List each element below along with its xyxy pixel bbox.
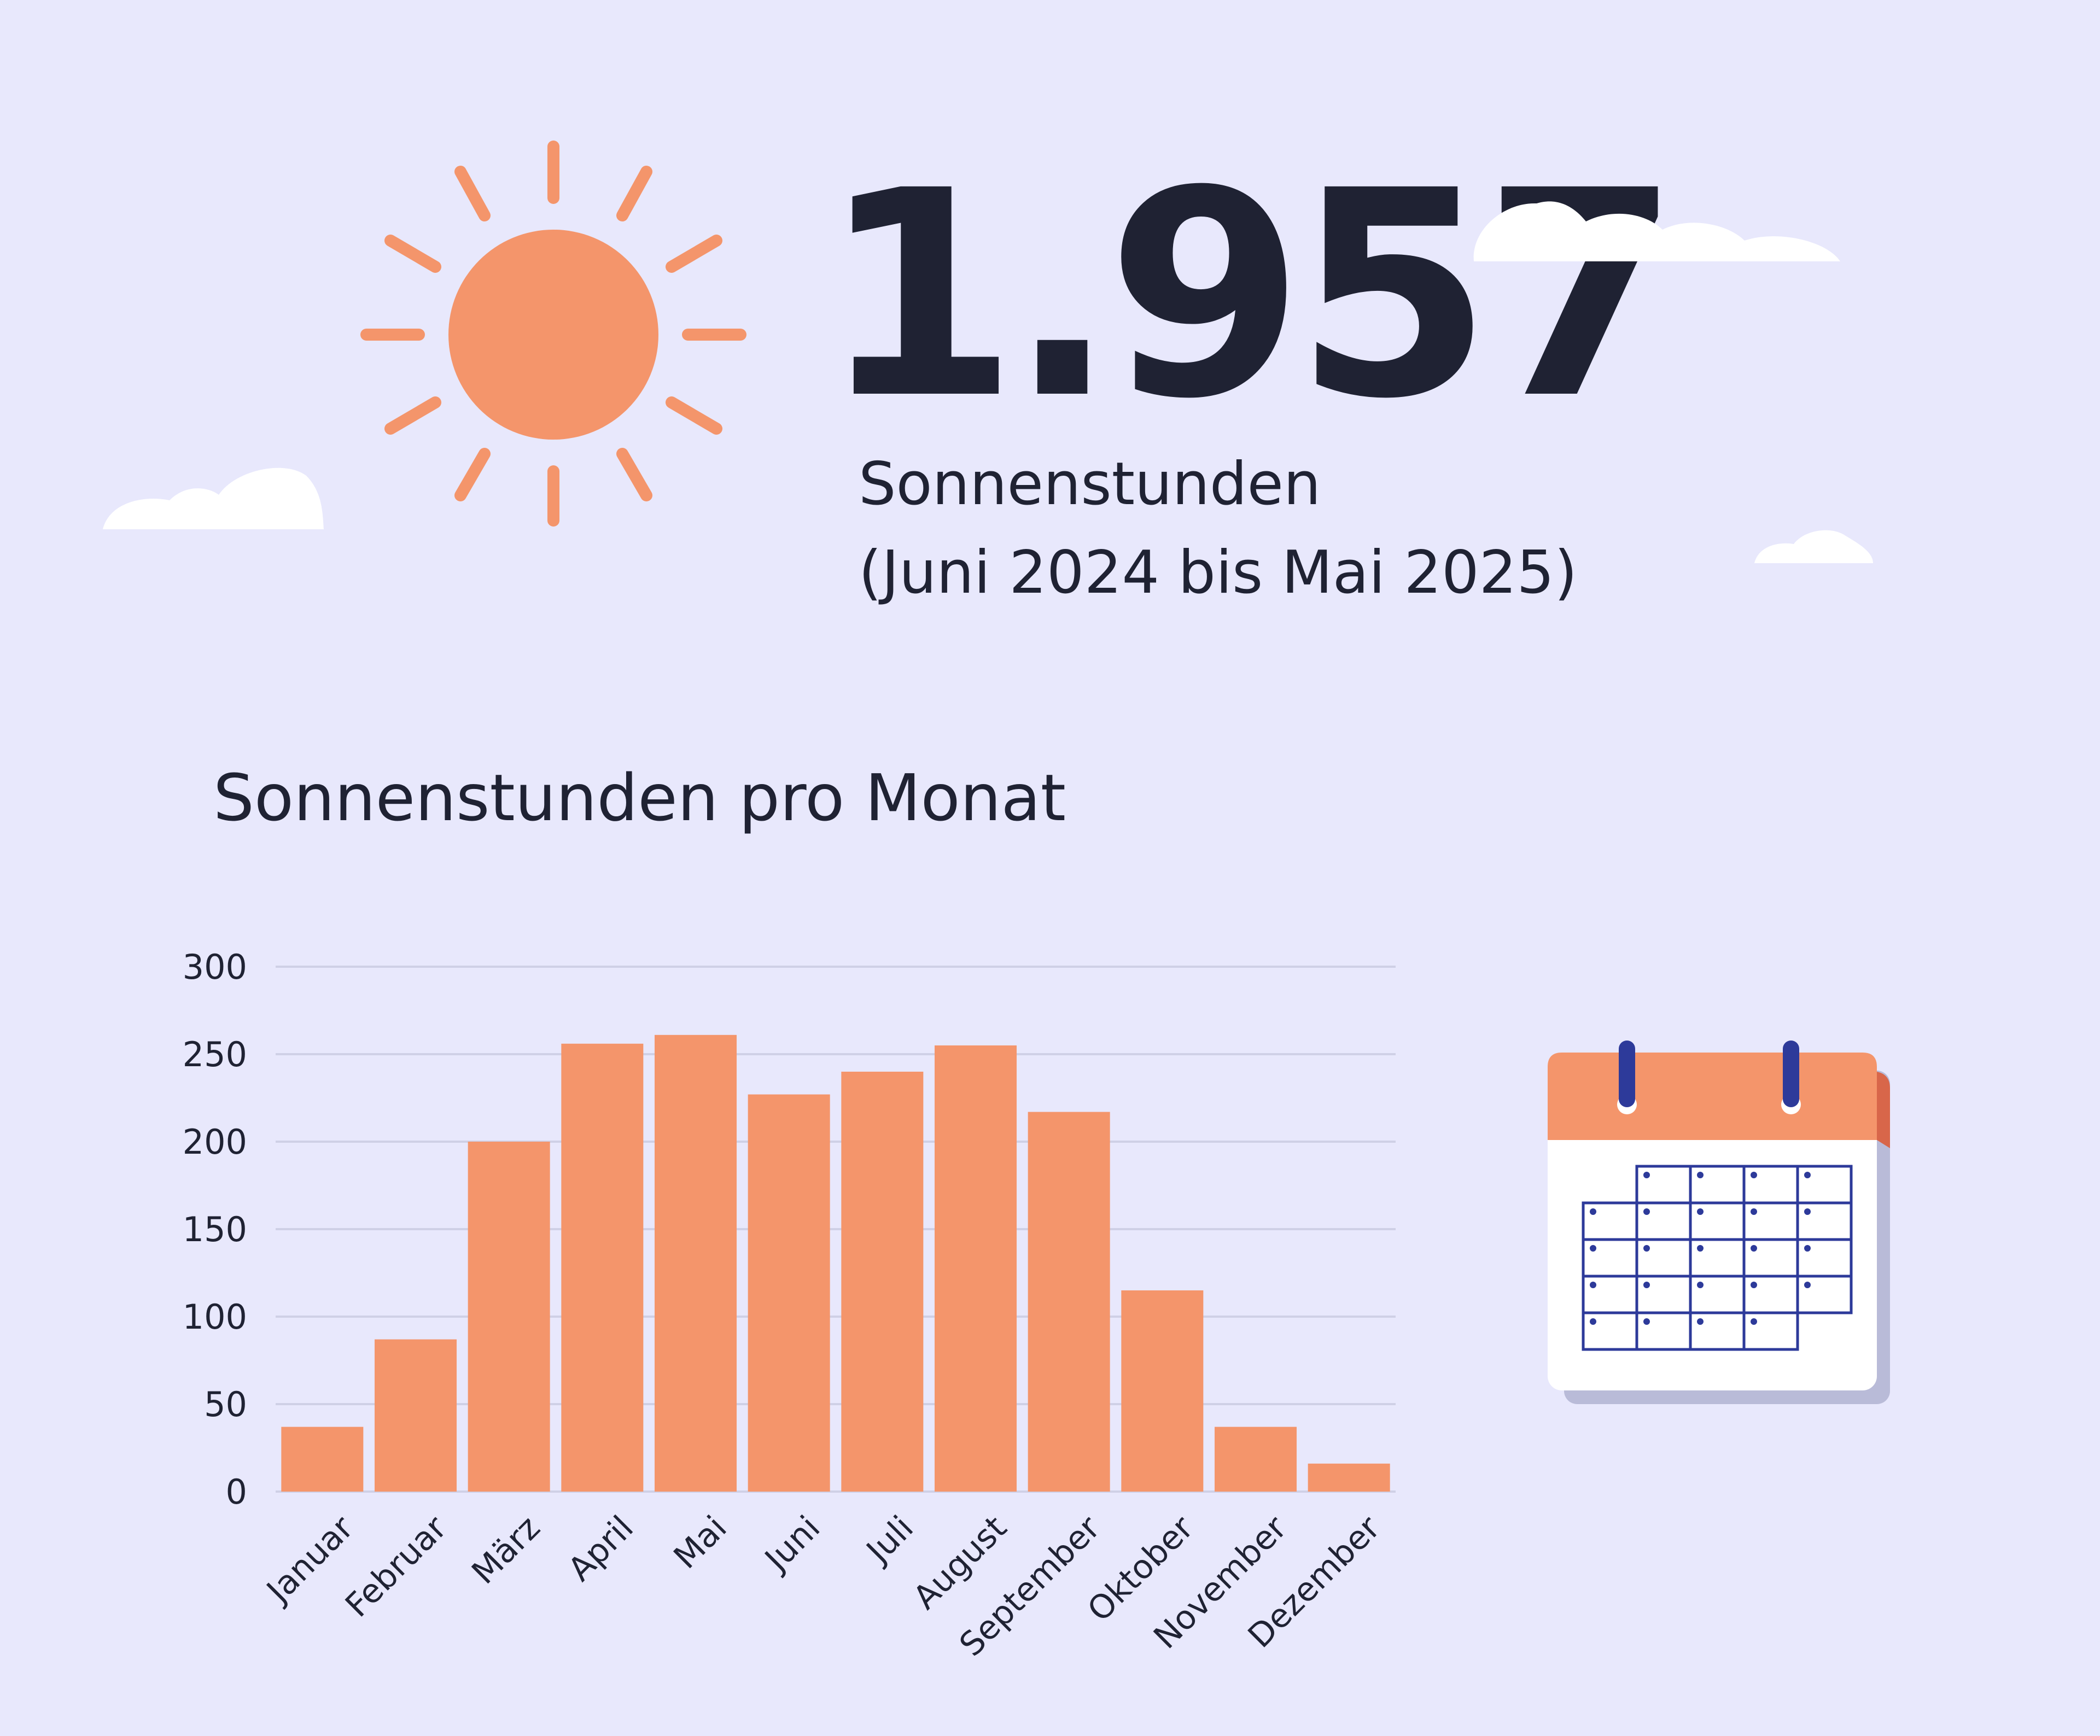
y-tick-label: 100 — [183, 1297, 247, 1337]
bar — [1215, 1427, 1297, 1492]
calendar-day-dot — [1751, 1172, 1757, 1178]
y-tick-label: 250 — [183, 1034, 247, 1074]
calendar-day-dot — [1643, 1245, 1650, 1252]
cloud-icon — [1473, 201, 1840, 261]
calendar-day-dot — [1804, 1208, 1811, 1215]
calendar-day-dot — [1697, 1282, 1704, 1288]
y-tick-label: 0 — [226, 1472, 247, 1512]
bars — [281, 1034, 1390, 1492]
headline-label: Sonnenstunden (Juni 2024 bis Mai 2025) — [859, 440, 1577, 617]
headline-label-line2: (Juni 2024 bis Mai 2025) — [859, 539, 1578, 607]
x-tick-label: April — [561, 1509, 640, 1588]
calendar-day-dot — [1804, 1245, 1811, 1252]
x-tick-label: Mai — [667, 1509, 734, 1576]
calendar-day-dot — [1697, 1318, 1704, 1325]
bar — [1308, 1463, 1390, 1492]
calendar-icon — [1548, 1041, 1890, 1404]
calendar-day-dot — [1643, 1282, 1650, 1288]
calendar-day-dot — [1751, 1318, 1757, 1325]
headline-value: 1.957 — [820, 130, 1681, 461]
y-tick-label: 300 — [183, 947, 247, 987]
y-axis-ticks: 0 50 100 150 200 250 300 — [183, 947, 247, 1512]
calendar-day-dot — [1590, 1282, 1596, 1288]
grid-lines — [276, 966, 1396, 1493]
calendar-day-dot — [1590, 1208, 1596, 1215]
cloud-icon — [1754, 530, 1873, 563]
y-tick-label: 50 — [204, 1384, 247, 1424]
x-tick-label: Februar — [338, 1509, 454, 1625]
calendar-day-dot — [1697, 1208, 1704, 1215]
bar — [561, 1043, 644, 1492]
chart-title: Sonnenstunden pro Monat — [213, 760, 1066, 835]
bar — [281, 1427, 364, 1492]
x-tick-label: März — [464, 1509, 547, 1592]
calendar-day-dot — [1697, 1172, 1704, 1178]
calendar-day-cell — [1796, 1275, 1853, 1314]
calendar-day-dot — [1643, 1318, 1650, 1325]
calendar-day-dot — [1590, 1318, 1596, 1325]
bar — [468, 1142, 550, 1492]
y-tick-label: 150 — [183, 1209, 247, 1249]
calendar-day-dot — [1590, 1245, 1596, 1252]
x-tick-label: Juni — [756, 1509, 827, 1580]
calendar-day-dot — [1751, 1208, 1757, 1215]
calendar-day-dot — [1751, 1282, 1757, 1288]
calendar-day-cell — [1742, 1311, 1799, 1351]
bar — [1121, 1290, 1204, 1492]
calendar-day-dot — [1804, 1282, 1811, 1288]
calendar-day-dot — [1697, 1245, 1704, 1252]
bar — [375, 1339, 457, 1492]
bar — [841, 1072, 924, 1492]
calendar-day-dot — [1804, 1172, 1811, 1178]
calendar-day-dot — [1643, 1172, 1650, 1178]
bar — [935, 1045, 1017, 1492]
y-tick-label: 200 — [183, 1122, 247, 1162]
cloud-icon — [103, 467, 324, 529]
headline-label-line1: Sonnenstunden — [859, 450, 1321, 518]
x-tick-label: Juli — [858, 1509, 921, 1571]
bar — [1028, 1112, 1110, 1492]
sun-icon — [360, 141, 746, 527]
bar — [748, 1094, 830, 1492]
bar — [655, 1034, 737, 1492]
calendar-day-dot — [1643, 1208, 1650, 1215]
calendar-day-dot — [1751, 1245, 1757, 1252]
